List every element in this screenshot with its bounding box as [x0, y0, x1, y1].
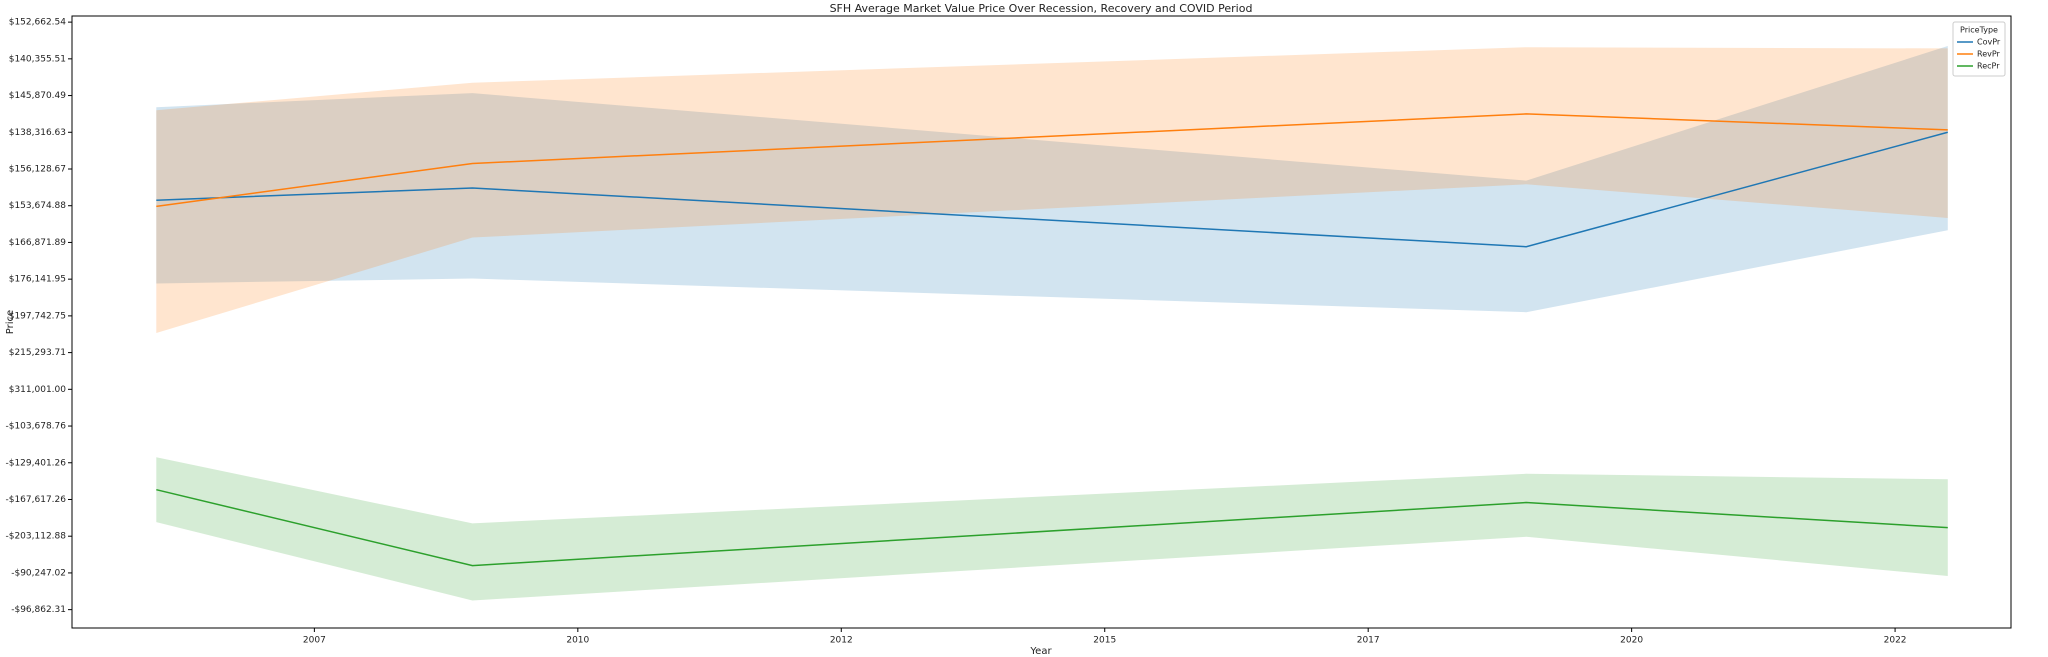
x-tick-label: 2022 [1884, 636, 1907, 646]
line [156, 113, 1948, 208]
y-tick-label: -$96,862.31 [11, 605, 66, 615]
y-tick-label: $138,316.63 [9, 128, 66, 138]
confidence-band [156, 457, 1948, 601]
legend-box [1952, 21, 2006, 77]
plot-frame [71, 15, 2012, 629]
legend-title: PriceType [1960, 26, 1998, 35]
line [156, 131, 1948, 248]
x-tick-label: 2015 [1093, 636, 1116, 646]
x-tick-label: 2010 [566, 636, 589, 646]
y-tick-label: $140,355.51 [9, 54, 66, 64]
y-axis-label: Price [5, 310, 16, 334]
x-tick-label: 2012 [830, 636, 853, 646]
y-tick-label: $152,662.54 [9, 18, 67, 28]
y-tick-label: $197,742.75 [9, 311, 66, 321]
y-tick-label: $153,674.88 [9, 201, 67, 211]
line [156, 488, 1948, 567]
legend-label: RecPr [1977, 62, 2000, 71]
x-tick-label: 2020 [1620, 636, 1643, 646]
y-tick-label: $156,128.67 [9, 165, 66, 175]
y-tick-label: $145,870.49 [9, 91, 67, 101]
legend-label: RevPr [1977, 50, 2001, 59]
x-axis-label: Year [1029, 646, 1052, 657]
x-tick-label: 2017 [1357, 636, 1380, 646]
y-tick-label: $215,293.71 [9, 348, 66, 358]
y-tick-label: -$129,401.26 [5, 458, 66, 468]
y-tick-label: -$90,247.02 [11, 568, 66, 578]
y-tick-label: $311,001.00 [9, 385, 67, 395]
confidence-band [156, 47, 1948, 334]
y-tick-label: -$103,678.76 [5, 422, 66, 432]
chart-title: SFH Average Market Value Price Over Rece… [830, 2, 1253, 15]
y-tick-label: $176,141.95 [9, 275, 66, 285]
y-tick-label: -$203,112.88 [5, 532, 66, 542]
y-tick-label: -$167,617.26 [5, 495, 66, 505]
legend-label: CovPr [1977, 38, 2001, 47]
y-tick-label: $166,871.89 [9, 238, 67, 248]
x-tick-label: 2007 [303, 636, 326, 646]
